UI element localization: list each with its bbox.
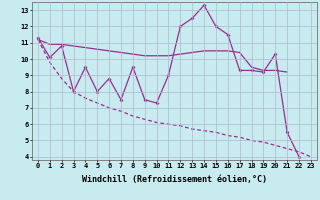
X-axis label: Windchill (Refroidissement éolien,°C): Windchill (Refroidissement éolien,°C) [82,175,267,184]
